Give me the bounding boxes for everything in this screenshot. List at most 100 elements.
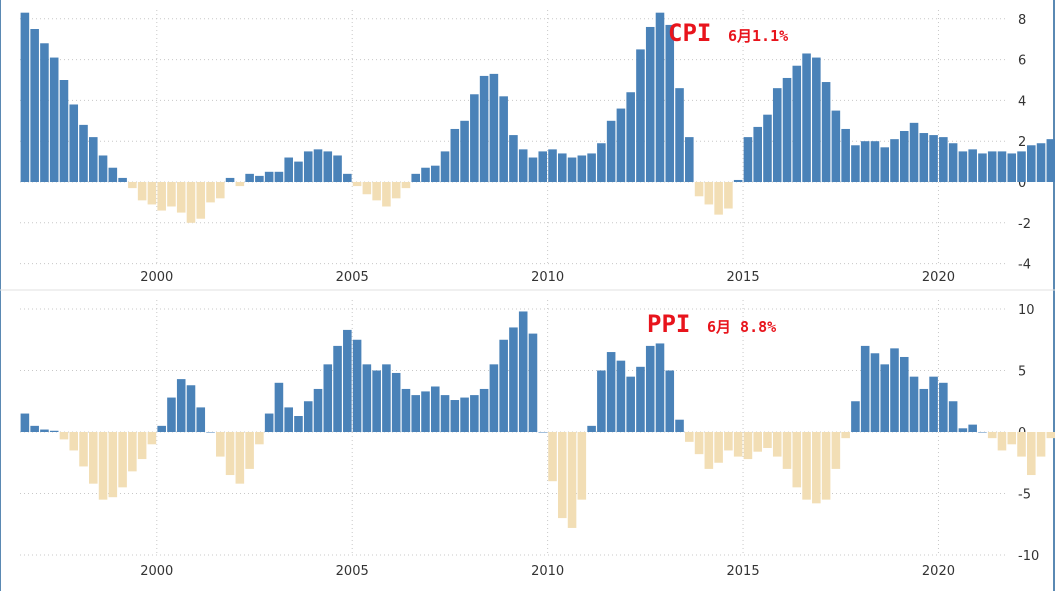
chart-0-bar xyxy=(626,92,635,182)
chart-0-bar xyxy=(958,151,968,182)
chart-1-bar xyxy=(851,401,860,432)
chart-0-bar xyxy=(1036,143,1046,182)
chart-1-bar xyxy=(763,432,772,448)
chart-0-bar xyxy=(978,153,987,182)
chart-0-bar xyxy=(518,149,528,182)
chart-0-bar xyxy=(714,182,723,215)
chart-1-x-tick-label: 2010 xyxy=(531,564,564,579)
chart-1-bar xyxy=(235,432,245,484)
chart-0-bar xyxy=(841,128,850,182)
chart-0-bar xyxy=(675,88,684,182)
chart-0-bar xyxy=(645,26,655,183)
chart-0-bar xyxy=(939,137,948,182)
chart-0-bar xyxy=(870,141,880,182)
chart-0-bar xyxy=(987,151,997,182)
chart-0-bar xyxy=(391,182,401,199)
chart-0-bar xyxy=(411,173,421,182)
chart-1-bar xyxy=(460,397,469,432)
chart-1-bar xyxy=(20,413,30,432)
chart-1-bar xyxy=(69,432,79,451)
chart-0-bar xyxy=(264,171,274,182)
chart-0-bar xyxy=(343,173,352,182)
chart-0-bar xyxy=(665,24,675,183)
chart-1-bar xyxy=(216,432,225,457)
chart-1-bar xyxy=(225,432,235,476)
chart-0-bar xyxy=(421,167,430,182)
chart-0-bar xyxy=(284,157,293,182)
chart-0-bar xyxy=(196,182,206,219)
chart-0-bar xyxy=(450,128,460,182)
chart-1-bar xyxy=(714,432,723,463)
chart-1-bar xyxy=(821,432,831,500)
chart-1-bar xyxy=(40,429,49,432)
chart-1-bar xyxy=(597,370,606,432)
chart-0-bar xyxy=(30,29,39,182)
chart-0-bar xyxy=(98,155,108,182)
chart-1-bar xyxy=(948,401,958,432)
chart-0-title: CPI xyxy=(668,19,711,47)
chart-1-bar xyxy=(499,339,508,432)
chart-0-bar xyxy=(20,12,30,183)
chart-0-bar xyxy=(606,120,616,182)
chart-0-bar xyxy=(929,135,938,182)
chart-0-bar xyxy=(49,57,59,183)
chart-0-subtitle: 6月1.1% xyxy=(728,27,788,45)
chart-1-bar xyxy=(606,352,616,432)
chart-0-bar xyxy=(831,110,841,182)
chart-1-bar xyxy=(743,432,753,460)
chart-0-bar xyxy=(157,182,166,211)
chart-1-bar xyxy=(294,416,303,432)
chart-1-bar xyxy=(1017,432,1026,457)
chart-1-bar xyxy=(509,327,518,432)
chart-0-bar xyxy=(401,182,411,189)
chart-1-bar xyxy=(704,432,714,469)
chart-1-bar xyxy=(255,432,264,445)
chart-1-bar xyxy=(772,432,782,457)
chart-1-bar xyxy=(167,397,176,432)
chart-1-bar xyxy=(352,339,362,432)
chart-1-bar xyxy=(919,388,929,432)
chart-0-bar xyxy=(362,182,372,195)
chart-0-bar xyxy=(137,182,147,201)
chart-0-bar xyxy=(1017,151,1026,182)
chart-0-bar xyxy=(460,120,469,182)
chart-1-bar xyxy=(343,329,352,432)
chart-1-bar xyxy=(128,432,137,472)
chart-1-bar xyxy=(577,432,587,500)
chart-0-bar xyxy=(1027,145,1036,182)
chart-0-bar xyxy=(890,139,899,182)
chart-1-bar xyxy=(558,432,567,519)
chart-0-y-tick-label: 0 xyxy=(1018,176,1026,191)
chart-1-bar xyxy=(831,432,841,469)
chart-1-bar xyxy=(909,376,919,432)
chart-0-bar xyxy=(225,177,235,182)
chart-1-bar xyxy=(49,430,59,432)
chart-0-bar xyxy=(509,135,518,182)
chart-0-bar xyxy=(372,182,381,201)
chart-1-bar xyxy=(978,432,987,433)
chart-0-bar xyxy=(479,75,489,182)
chart-1-x-tick-label: 2005 xyxy=(336,564,369,579)
chart-1-x-tick-label: 2000 xyxy=(140,564,173,579)
chart-0-bar xyxy=(753,126,762,182)
chart-1-y-tick-label: 10 xyxy=(1018,303,1035,318)
chart-0-bar xyxy=(470,94,479,182)
chart-0-bar xyxy=(294,161,303,182)
chart-1-bar xyxy=(108,432,118,498)
chart-0-bar xyxy=(216,182,225,199)
chart-0-bar xyxy=(499,96,508,182)
chart-0-bar xyxy=(206,182,215,203)
chart-1-bar xyxy=(264,413,274,432)
chart-0-bar xyxy=(245,173,254,182)
chart-0-bar xyxy=(587,153,596,182)
chart-0-bar xyxy=(489,73,499,182)
chart-0-bar xyxy=(772,88,782,182)
chart-1-bar xyxy=(30,425,39,432)
chart-1-bar xyxy=(997,432,1007,451)
chart-1-bar xyxy=(753,432,762,452)
chart-0-y-tick-label: 4 xyxy=(1018,94,1026,109)
chart-0-bar xyxy=(40,43,49,182)
chart-0-bar xyxy=(1046,139,1055,182)
